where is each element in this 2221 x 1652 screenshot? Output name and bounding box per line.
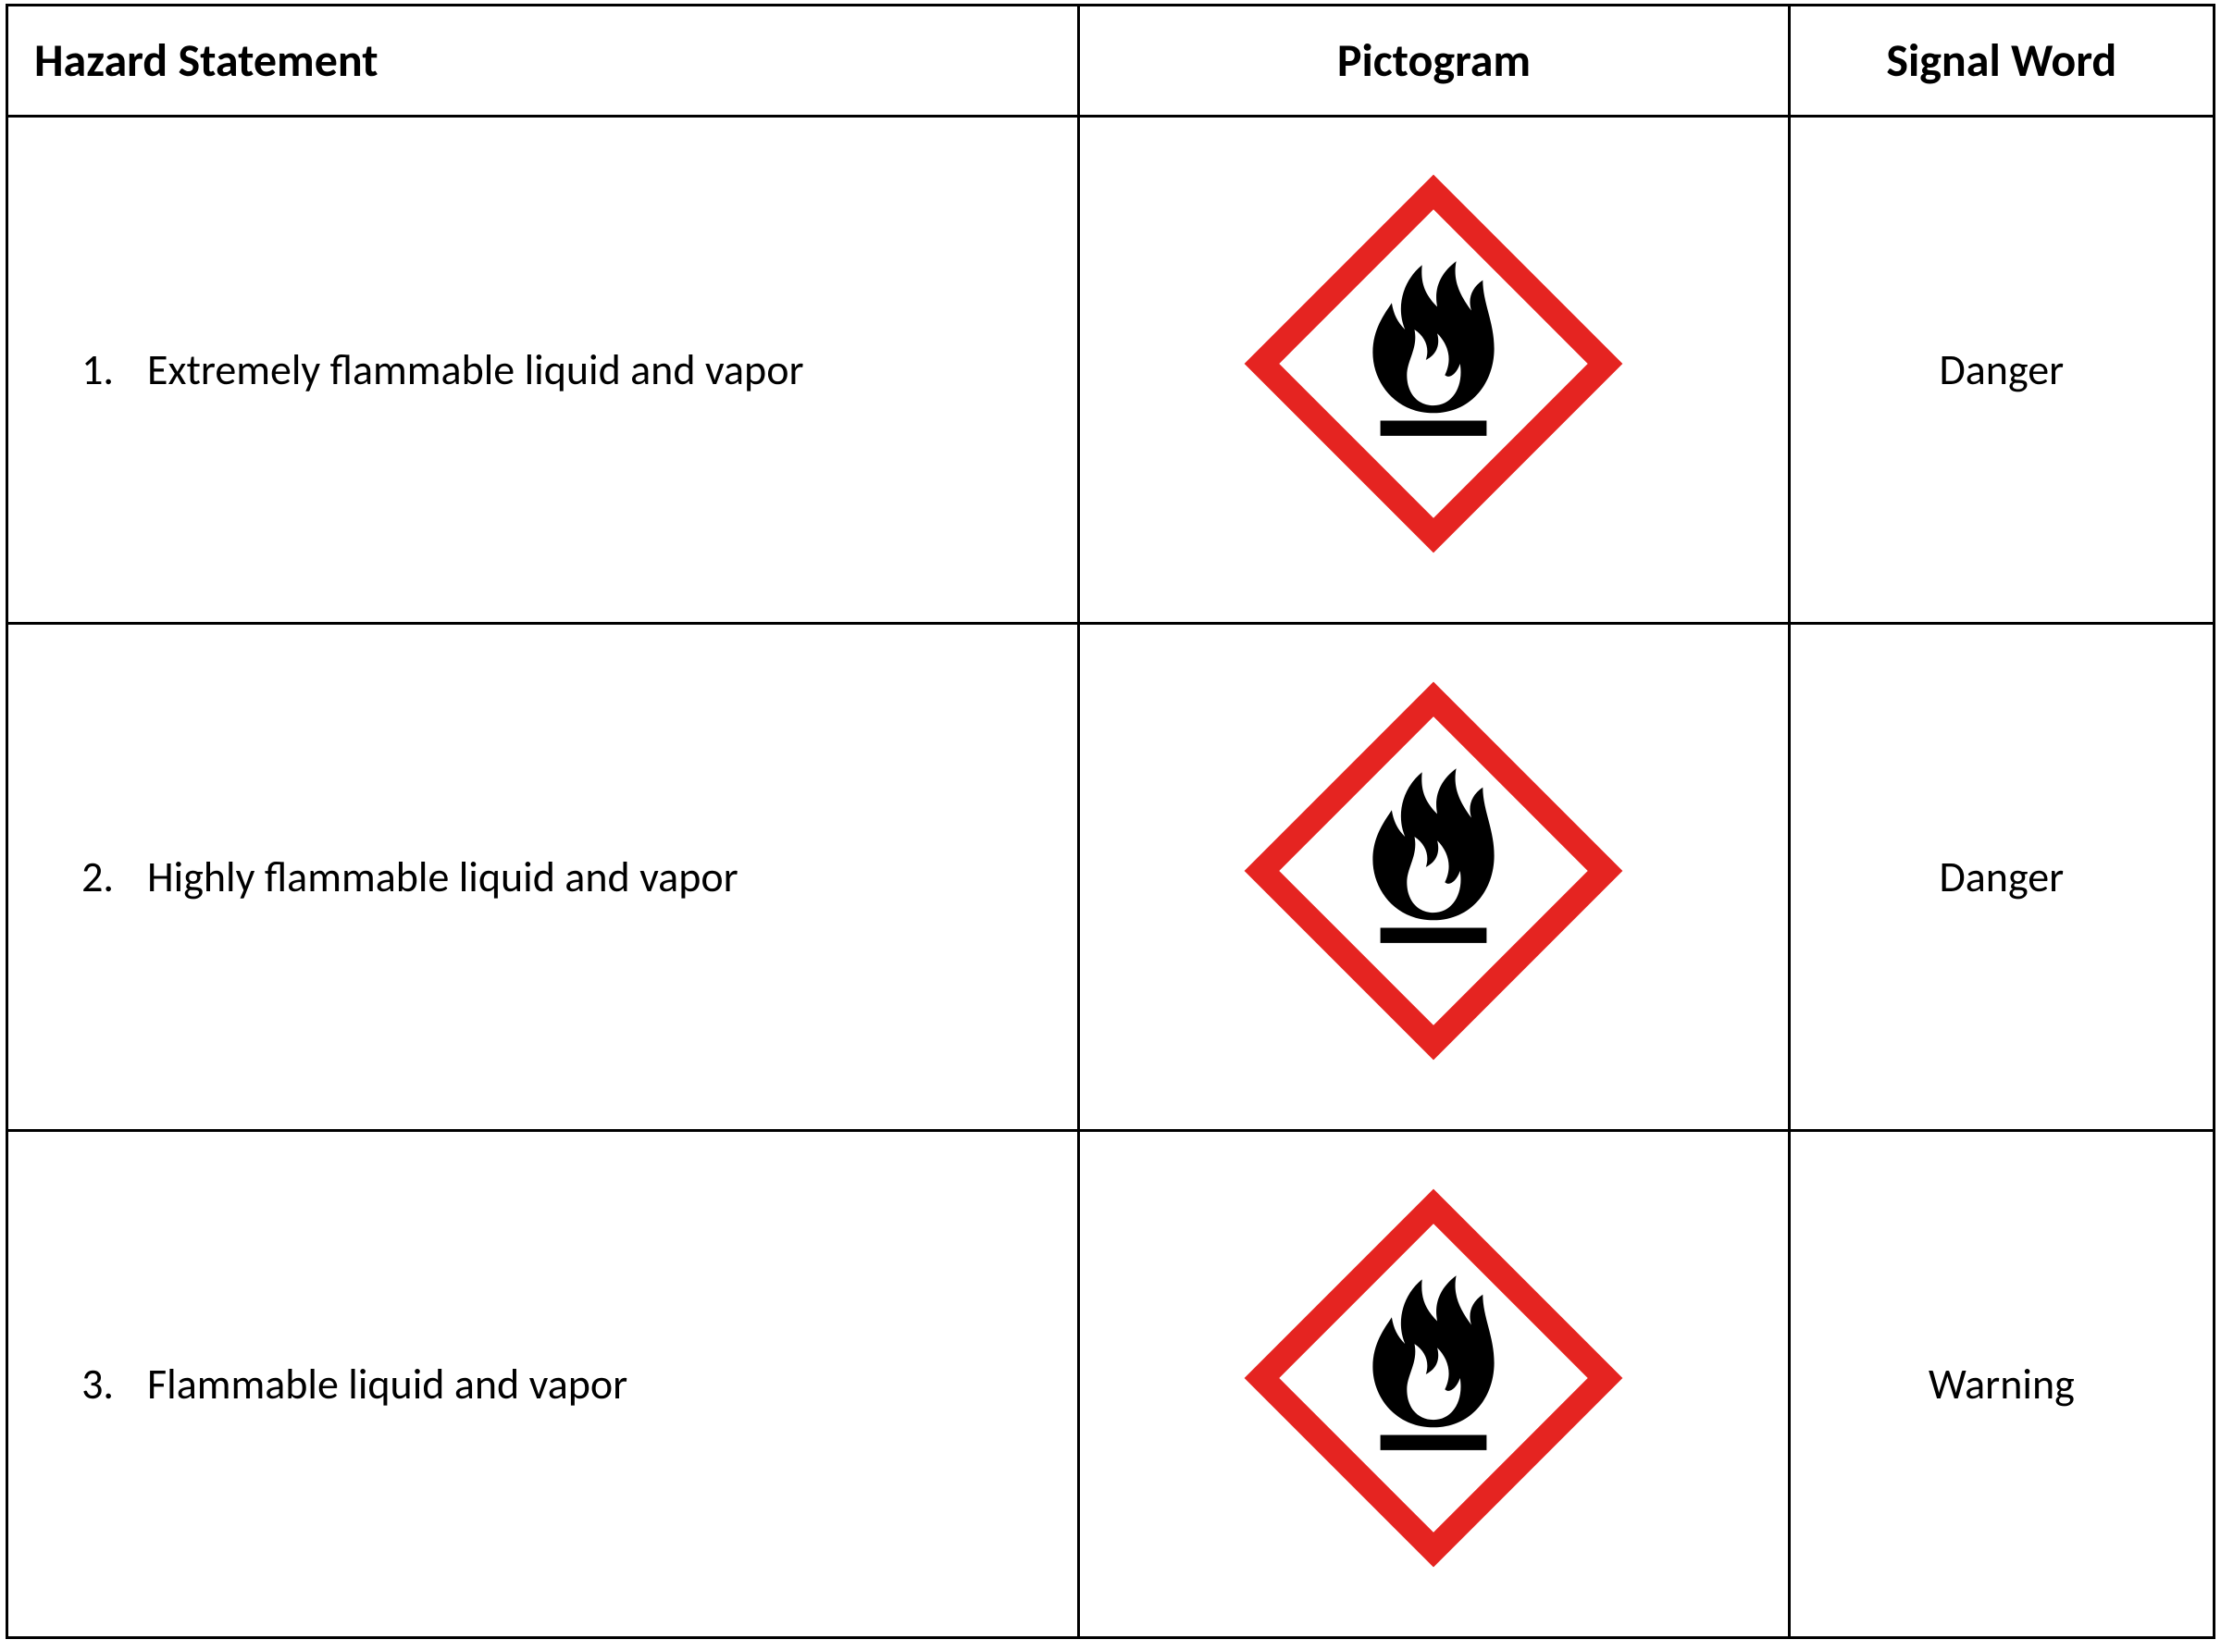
cell-signal-word: Danger [1789,117,2214,624]
cell-hazard-statement: 1. Extremely flammable liquid and vapor [7,117,1079,624]
statement-text: Flammable liquid and vapor [147,1359,627,1410]
ghs-flame-icon [1244,174,1623,553]
statement-text: Highly flammable liquid and vapor [147,851,738,903]
cell-hazard-statement: 2. Highly flammable liquid and vapor [7,624,1079,1131]
hazard-table: Hazard Statement Pictogram Signal Word 1… [6,4,2215,1639]
cell-hazard-statement: 3. Flammable liquid and vapor [7,1131,1079,1638]
ghs-flame-icon [1244,681,1623,1061]
statement-line: 2. Highly flammable liquid and vapor [73,851,1040,903]
statement-number: 1. [73,344,114,396]
ghs-flame-icon [1244,1188,1623,1568]
col-header-hazard-statement: Hazard Statement [7,6,1079,117]
table-header-row: Hazard Statement Pictogram Signal Word [7,6,2215,117]
cell-pictogram [1079,1131,1789,1638]
cell-signal-word: Danger [1789,624,2214,1131]
statement-text: Extremely flammable liquid and vapor [147,344,804,396]
statement-line: 1. Extremely flammable liquid and vapor [73,344,1040,396]
statement-number: 2. [73,851,114,903]
cell-pictogram [1079,117,1789,624]
statement-line: 3. Flammable liquid and vapor [73,1359,1040,1410]
col-header-pictogram: Pictogram [1079,6,1789,117]
table-row: 3. Flammable liquid and vapor [7,1131,2215,1638]
cell-signal-word: Warning [1789,1131,2214,1638]
col-header-signal-word: Signal Word [1789,6,2214,117]
table-row: 1. Extremely flammable liquid and vapor [7,117,2215,624]
page: Hazard Statement Pictogram Signal Word 1… [0,4,2221,1652]
table-row: 2. Highly flammable liquid and vapor [7,624,2215,1131]
statement-number: 3. [73,1359,114,1410]
cell-pictogram [1079,624,1789,1131]
